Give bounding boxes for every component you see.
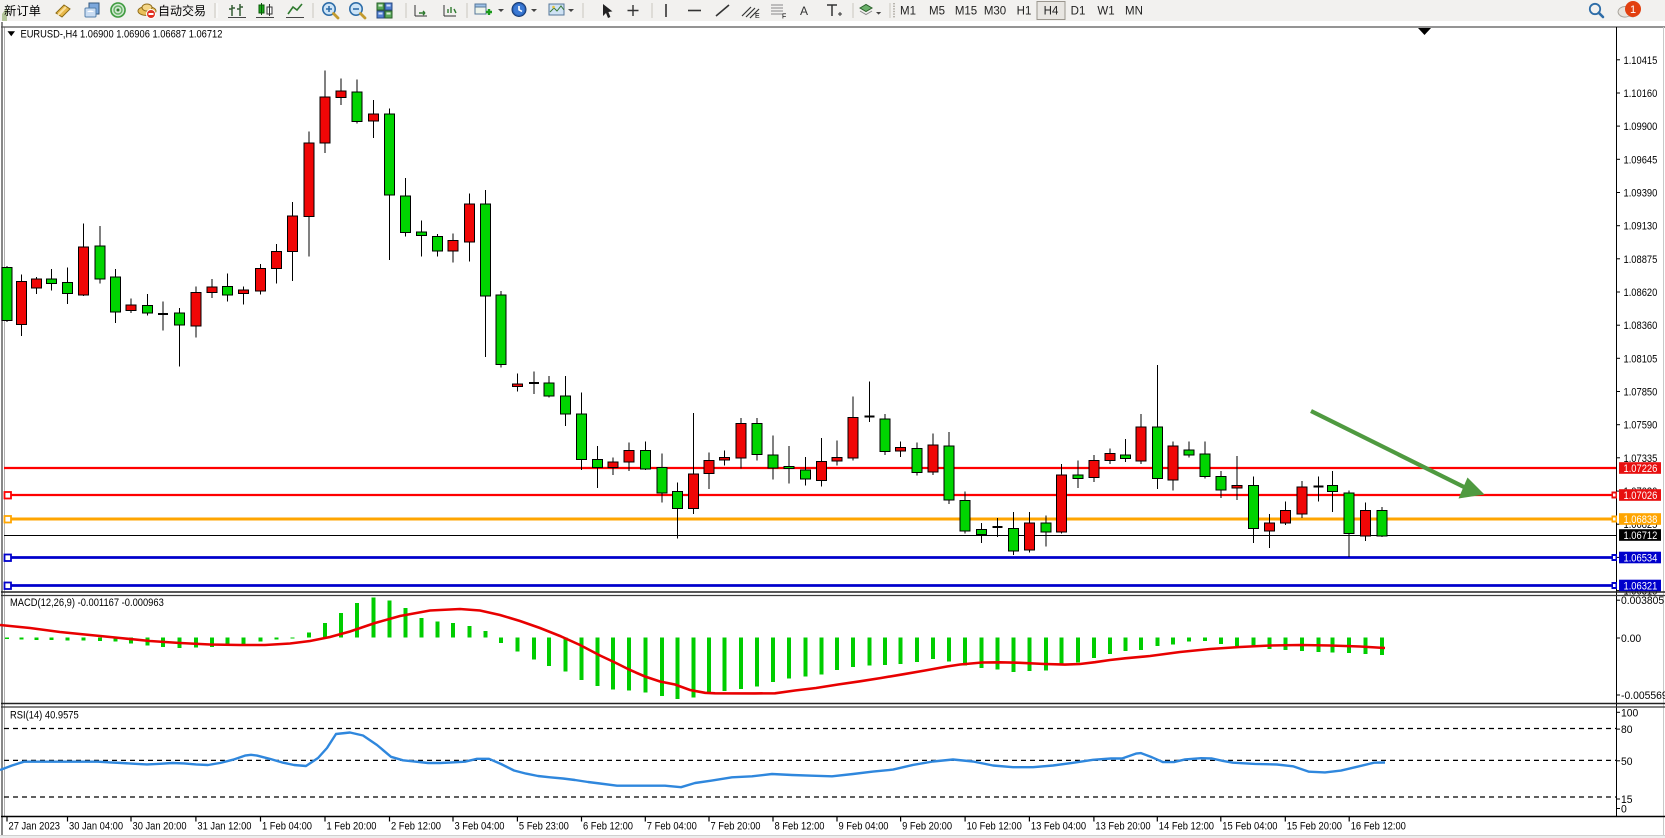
svg-text:30 Jan 20:00: 30 Jan 20:00 bbox=[133, 821, 187, 833]
svg-text:M1: M1 bbox=[900, 6, 916, 18]
svg-text:1 Feb 20:00: 1 Feb 20:00 bbox=[327, 821, 377, 833]
svg-text:14 Feb 12:00: 14 Feb 12:00 bbox=[1159, 821, 1214, 833]
svg-text:13 Feb 04:00: 13 Feb 04:00 bbox=[1031, 821, 1086, 833]
svg-text:1.07850: 1.07850 bbox=[1624, 387, 1658, 399]
svg-text:31 Jan 12:00: 31 Jan 12:00 bbox=[197, 821, 251, 833]
svg-text:1.08620: 1.08620 bbox=[1624, 287, 1658, 299]
svg-text:E: E bbox=[755, 13, 760, 20]
svg-text:1 Feb 04:00: 1 Feb 04:00 bbox=[262, 821, 312, 833]
svg-text:1.09645: 1.09645 bbox=[1624, 154, 1658, 166]
svg-text:100: 100 bbox=[1621, 707, 1638, 719]
svg-text:W1: W1 bbox=[1097, 6, 1114, 18]
svg-text:7 Feb 04:00: 7 Feb 04:00 bbox=[647, 821, 697, 833]
svg-text:M5: M5 bbox=[929, 6, 945, 18]
svg-text:1.06534: 1.06534 bbox=[1624, 553, 1658, 565]
svg-text:新订单: 新订单 bbox=[4, 3, 41, 18]
svg-text:2 Feb 12:00: 2 Feb 12:00 bbox=[391, 821, 441, 833]
svg-text:15 Feb 20:00: 15 Feb 20:00 bbox=[1287, 821, 1342, 833]
svg-text:9 Feb 20:00: 9 Feb 20:00 bbox=[902, 821, 952, 833]
svg-text:0.003805: 0.003805 bbox=[1621, 595, 1664, 607]
svg-text:1: 1 bbox=[1630, 4, 1636, 16]
svg-text:3 Feb 04:00: 3 Feb 04:00 bbox=[455, 821, 505, 833]
svg-text:F: F bbox=[782, 14, 786, 21]
svg-text:M15: M15 bbox=[955, 6, 977, 18]
svg-text:0: 0 bbox=[1621, 804, 1627, 816]
svg-text:1.09390: 1.09390 bbox=[1624, 187, 1658, 199]
svg-text:1.09900: 1.09900 bbox=[1624, 121, 1658, 133]
svg-text:5 Feb 23:00: 5 Feb 23:00 bbox=[519, 821, 569, 833]
svg-text:6 Feb 12:00: 6 Feb 12:00 bbox=[583, 821, 633, 833]
svg-text:15: 15 bbox=[1621, 794, 1633, 806]
svg-text:1.10415: 1.10415 bbox=[1624, 55, 1658, 67]
svg-text:8 Feb 12:00: 8 Feb 12:00 bbox=[775, 821, 825, 833]
svg-text:16 Feb 12:00: 16 Feb 12:00 bbox=[1351, 821, 1406, 833]
svg-text:1.09130: 1.09130 bbox=[1624, 221, 1658, 233]
svg-text:13 Feb 20:00: 13 Feb 20:00 bbox=[1095, 821, 1150, 833]
svg-text:50: 50 bbox=[1621, 756, 1633, 768]
svg-text:1.08105: 1.08105 bbox=[1624, 353, 1658, 365]
svg-text:30 Jan 04:00: 30 Jan 04:00 bbox=[69, 821, 123, 833]
svg-text:M30: M30 bbox=[984, 6, 1006, 18]
svg-text:10 Feb 12:00: 10 Feb 12:00 bbox=[967, 821, 1022, 833]
svg-text:27 Jan 2023: 27 Jan 2023 bbox=[9, 821, 61, 833]
svg-text:1.07590: 1.07590 bbox=[1624, 420, 1658, 432]
svg-text:MN: MN bbox=[1125, 6, 1143, 18]
svg-text:1.07335: 1.07335 bbox=[1624, 453, 1658, 465]
svg-text:1.07026: 1.07026 bbox=[1624, 490, 1658, 502]
svg-text:H1: H1 bbox=[1017, 6, 1032, 18]
svg-text:1.06838: 1.06838 bbox=[1624, 514, 1658, 526]
svg-text:自动交易: 自动交易 bbox=[158, 3, 206, 18]
svg-text:1.06321: 1.06321 bbox=[1624, 581, 1658, 593]
svg-text:1.10160: 1.10160 bbox=[1624, 88, 1658, 100]
svg-text:9 Feb 04:00: 9 Feb 04:00 bbox=[839, 821, 889, 833]
svg-text:-0.005569: -0.005569 bbox=[1621, 690, 1665, 702]
svg-text:15 Feb 04:00: 15 Feb 04:00 bbox=[1222, 821, 1277, 833]
svg-text:H4: H4 bbox=[1044, 6, 1059, 18]
svg-text:EURUSD-,H4 1.06900 1.06906 1.: EURUSD-,H4 1.06900 1.06906 1.06687 1.067… bbox=[21, 29, 223, 41]
svg-text:A: A bbox=[800, 4, 808, 18]
svg-text:7 Feb 20:00: 7 Feb 20:00 bbox=[711, 821, 761, 833]
svg-text:1.08360: 1.08360 bbox=[1624, 320, 1658, 332]
svg-text:MACD(12,26,9) -0.001167 -0.000: MACD(12,26,9) -0.001167 -0.000963 bbox=[10, 597, 164, 609]
svg-text:1.08875: 1.08875 bbox=[1624, 254, 1658, 266]
svg-text:1.07226: 1.07226 bbox=[1624, 463, 1658, 475]
svg-text:RSI(14) 40.9575: RSI(14) 40.9575 bbox=[10, 710, 79, 722]
svg-text:D1: D1 bbox=[1071, 6, 1086, 18]
svg-text:0.00: 0.00 bbox=[1621, 633, 1641, 645]
svg-text:80: 80 bbox=[1621, 724, 1633, 736]
svg-text:1.06712: 1.06712 bbox=[1624, 530, 1658, 542]
